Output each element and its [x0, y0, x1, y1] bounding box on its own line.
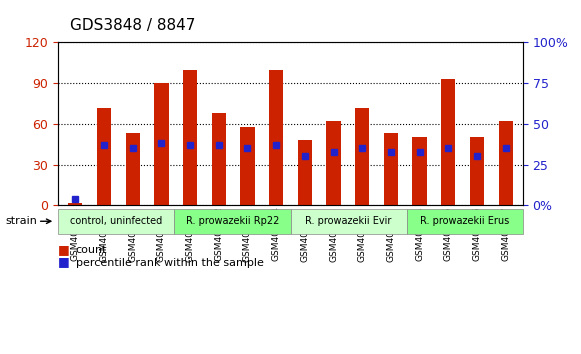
Text: ■: ■ [58, 243, 70, 256]
Text: R. prowazekii Erus: R. prowazekii Erus [420, 216, 510, 226]
Text: R. prowazekii Rp22: R. prowazekii Rp22 [186, 216, 279, 226]
Bar [183, 70, 198, 205]
Bar [154, 83, 168, 205]
Text: count: count [76, 245, 107, 255]
Bar [413, 137, 427, 205]
Bar [269, 70, 284, 205]
Bar [383, 133, 398, 205]
Text: control, uninfected: control, uninfected [70, 216, 162, 226]
Bar [327, 121, 340, 205]
Bar [498, 121, 513, 205]
Text: GDS3848 / 8847: GDS3848 / 8847 [70, 18, 195, 33]
Bar [241, 127, 254, 205]
Bar [441, 79, 456, 205]
Bar [297, 140, 312, 205]
Text: R. prowazekii Evir: R. prowazekii Evir [306, 216, 392, 226]
Text: percentile rank within the sample: percentile rank within the sample [76, 257, 263, 268]
Bar [125, 133, 140, 205]
Text: ■: ■ [58, 256, 70, 268]
Bar [68, 202, 83, 205]
Text: strain: strain [6, 216, 38, 226]
Bar [470, 137, 484, 205]
Bar [355, 108, 370, 205]
Bar [97, 108, 111, 205]
Bar [211, 113, 226, 205]
